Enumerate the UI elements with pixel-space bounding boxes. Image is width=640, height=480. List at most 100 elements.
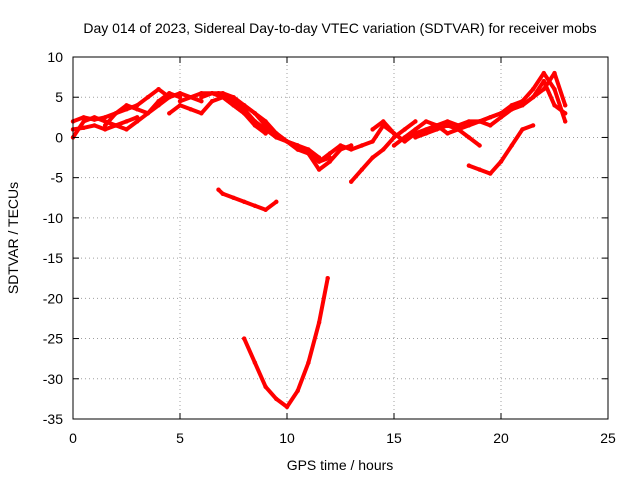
data-point: [552, 103, 557, 108]
data-point: [124, 127, 129, 132]
y-tick-label: 0: [55, 129, 63, 145]
data-point: [145, 111, 151, 116]
data-point: [509, 107, 514, 112]
data-point: [316, 159, 322, 164]
x-tick-label: 5: [176, 430, 184, 446]
data-point: [391, 131, 397, 136]
x-tick-label: 10: [279, 430, 295, 446]
data-point: [349, 179, 354, 184]
series-track-20: [242, 276, 330, 410]
data-point: [445, 131, 450, 136]
data-point: [541, 87, 546, 92]
data-point: [252, 360, 258, 365]
data-point: [167, 111, 172, 116]
series-layer: [70, 70, 568, 410]
y-tick-label: -10: [43, 210, 63, 226]
data-point: [188, 107, 193, 112]
data-point: [177, 99, 183, 104]
data-point: [295, 388, 300, 393]
x-tick-label: 15: [386, 430, 402, 446]
data-point: [413, 135, 418, 140]
data-point: [199, 99, 204, 104]
data-point: [338, 143, 343, 148]
data-point: [135, 107, 140, 112]
data-point: [327, 151, 332, 156]
data-point: [402, 127, 407, 132]
x-tick-label: 20: [493, 430, 509, 446]
data-point: [177, 103, 183, 108]
data-point: [242, 199, 247, 204]
data-point: [477, 167, 482, 172]
data-point: [199, 95, 204, 100]
data-point: [381, 119, 386, 124]
data-point: [274, 135, 279, 140]
data-point: [423, 131, 429, 136]
series-track-16: [477, 70, 568, 124]
data-point: [167, 91, 172, 96]
plot-frame: [72, 56, 609, 420]
data-point: [413, 127, 418, 132]
series-track-17: [509, 70, 568, 112]
data-point: [135, 115, 140, 120]
series-track-10: [295, 143, 354, 172]
data-point: [381, 147, 386, 152]
data-point: [445, 119, 450, 124]
data-point: [477, 143, 482, 148]
data-point: [102, 127, 108, 132]
data-point: [370, 127, 375, 132]
series-line: [103, 91, 204, 128]
data-point: [231, 195, 236, 200]
data-point: [466, 119, 472, 124]
data-point: [209, 91, 215, 96]
data-point: [456, 123, 461, 128]
x-tick-label: 25: [600, 430, 616, 446]
data-point: [81, 125, 86, 130]
data-point: [541, 70, 546, 76]
data-point: [434, 123, 439, 128]
data-point: [113, 111, 119, 116]
data-point: [466, 135, 472, 140]
data-point: [177, 91, 183, 96]
data-point: [370, 155, 375, 160]
data-point: [156, 103, 161, 108]
data-point: [102, 115, 108, 120]
data-point: [498, 115, 504, 120]
data-point: [216, 187, 221, 192]
data-point: [242, 336, 247, 341]
data-point: [216, 91, 221, 96]
tick-layer: 0 5 10 15 20 25 10 5 0 -5 -10 -15 -20 -25 -30 -35: [43, 49, 616, 446]
data-point: [124, 103, 129, 108]
y-tick-label: -5: [51, 170, 64, 186]
data-point: [263, 207, 268, 212]
data-point: [509, 103, 514, 108]
y-tick-label: -25: [43, 331, 63, 347]
data-point: [252, 203, 258, 208]
y-tick-label: -35: [43, 411, 63, 427]
series-track-12: [349, 119, 418, 184]
data-point: [552, 87, 557, 92]
data-point: [306, 151, 311, 156]
data-point: [209, 99, 215, 104]
data-point: [242, 103, 247, 108]
data-point: [231, 95, 236, 100]
data-point: [145, 95, 151, 100]
data-point: [274, 199, 279, 204]
data-point: [81, 115, 86, 120]
data-point: [220, 95, 225, 100]
x-tick-label: 0: [69, 430, 77, 446]
data-point: [530, 95, 536, 100]
data-point: [445, 123, 450, 128]
data-point: [552, 70, 557, 76]
series-track-19: [216, 187, 279, 212]
data-point: [124, 119, 129, 124]
data-point: [231, 103, 236, 108]
data-point: [274, 396, 279, 402]
chart-title: Day 014 of 2023, Sidereal Day-to-day VTE…: [83, 20, 596, 36]
data-point: [530, 123, 536, 128]
y-tick-label: 10: [47, 49, 63, 65]
data-point: [498, 159, 504, 164]
data-point: [199, 91, 204, 96]
